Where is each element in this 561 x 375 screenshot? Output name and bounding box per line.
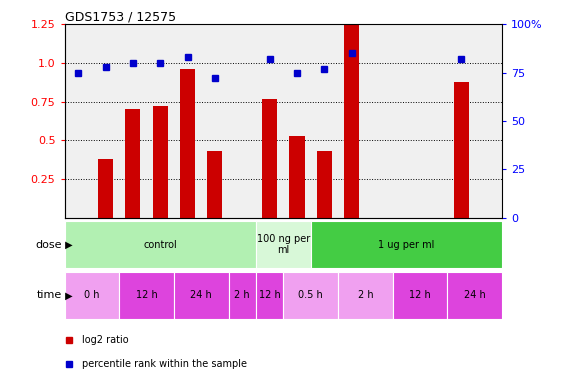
Bar [256,221,311,268]
Bar [311,221,502,268]
Bar [65,221,256,268]
Bar [65,272,119,319]
Bar [283,272,338,319]
Bar [229,272,256,319]
Bar [344,24,359,217]
Text: 12 h: 12 h [136,290,158,300]
Bar [119,272,174,319]
Bar [125,110,140,218]
Text: 100 ng per
ml: 100 ng per ml [257,234,310,255]
Text: ▶: ▶ [62,240,72,250]
Bar [448,272,502,319]
Bar [453,81,468,218]
Bar [174,272,229,319]
Bar [180,69,195,218]
Text: 2 h: 2 h [234,290,250,300]
Text: 1 ug per ml: 1 ug per ml [378,240,435,250]
Text: control: control [144,240,177,250]
Bar [338,272,393,319]
Bar [262,99,277,218]
Bar [208,151,223,217]
Bar [393,272,448,319]
Text: 2 h: 2 h [357,290,373,300]
Text: 24 h: 24 h [464,290,486,300]
Text: 24 h: 24 h [190,290,212,300]
Bar [153,106,168,218]
Bar [98,159,113,218]
Bar [256,272,283,319]
Text: 12 h: 12 h [259,290,280,300]
Text: percentile rank within the sample: percentile rank within the sample [82,359,247,369]
Bar [317,151,332,217]
Text: GDS1753 / 12575: GDS1753 / 12575 [65,10,176,23]
Text: 12 h: 12 h [409,290,431,300]
Text: ▶: ▶ [62,290,72,300]
Text: time: time [36,290,62,300]
Text: 0.5 h: 0.5 h [298,290,323,300]
Text: log2 ratio: log2 ratio [82,335,128,345]
Text: 0 h: 0 h [84,290,100,300]
Bar [289,136,305,218]
Text: dose: dose [35,240,62,250]
